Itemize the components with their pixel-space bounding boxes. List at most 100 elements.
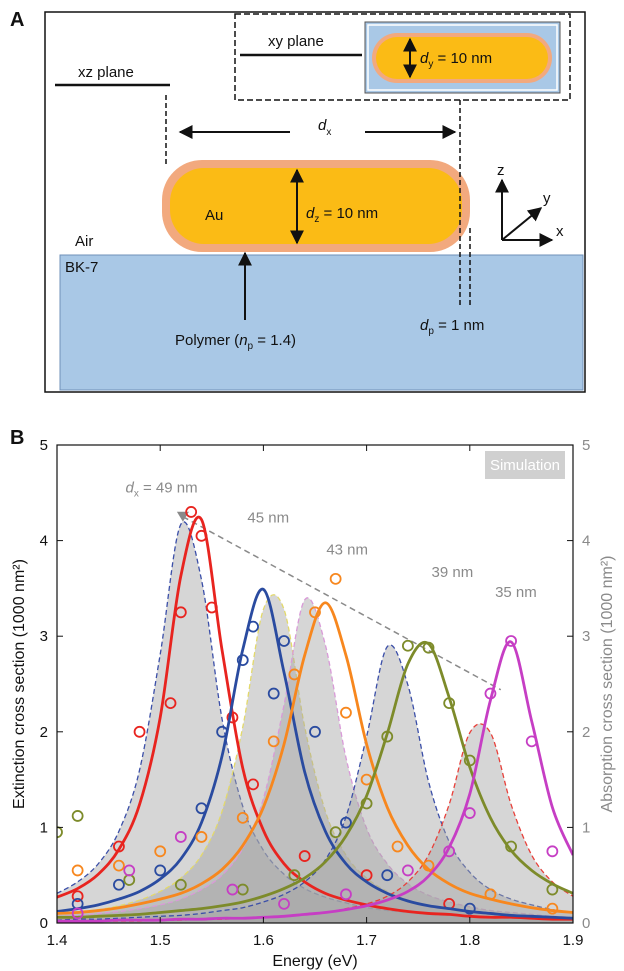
y2-tick-label: 5 [582,437,590,454]
guide-lines [165,95,471,305]
data-point [381,730,394,743]
series-label: dx = 49 nm [125,480,197,500]
dy-symbol: d [420,50,429,67]
data-point [484,687,497,700]
label-name: 39 nm [432,564,474,581]
dp-label: dp = 1 nm [420,317,484,337]
data-point [113,859,125,872]
inset-box-inner [367,24,558,91]
substrate [59,254,584,391]
absorption-line [57,644,573,921]
data-point [309,606,321,619]
data-point [236,811,249,824]
label-name: 43 nm [326,542,368,559]
dz-sub: z [314,214,319,225]
data-point [71,810,84,822]
data-point [195,831,208,843]
badge: Simulation [490,457,560,474]
data-point [278,897,290,910]
y2-tick-label: 1 [582,819,590,836]
polymer-symbol: n [239,332,247,349]
data-point [329,572,342,585]
polymer-label: Polymer (np = 1.4) [175,332,296,352]
data-point [443,845,456,858]
data-point [71,907,84,920]
data-point [463,807,476,819]
data-point [278,635,290,647]
data-point [113,840,125,853]
data-point [195,529,208,542]
data-point [71,864,84,877]
dz-text: = 10 nm [319,205,378,222]
data-point [484,888,497,901]
xz-plane-label: xz plane [78,64,134,81]
label-symbol: d [125,480,134,497]
data-point [205,601,218,614]
data-point [546,902,559,915]
y-tick-label: 3 [40,628,48,645]
label-sub: x [134,489,139,500]
label-eq: = [139,480,156,497]
dx-label: dx [318,117,331,138]
data-point [236,654,249,666]
dp-text: = 1 nm [434,317,484,334]
dp-sub: p [428,326,434,337]
dx-symbol: d [318,117,327,134]
plot-frame [56,444,574,924]
data-point [463,902,476,915]
panel-frame [44,11,586,393]
data-point [267,687,280,700]
data-point [174,606,187,619]
y-tick-label: 5 [40,437,48,454]
data-point [381,869,394,882]
data-point [340,888,352,901]
data-point [546,883,559,896]
data-point [195,802,208,815]
x-tick-label: 1.7 [356,932,377,949]
data-point [546,845,559,858]
coordinate-axes [495,178,554,247]
series-label: 35 nm [495,584,537,601]
data-point [288,668,301,681]
fit-line [57,515,573,921]
fit-line [57,641,573,919]
x-tick-label: 1.4 [47,932,68,949]
data-point [298,850,311,862]
inset-frame [234,13,571,101]
guide-line [182,516,502,691]
substrate-label: BK-7 [65,259,98,276]
y2-axis-title: Absorption cross section (1000 nm²) [599,556,616,813]
x-axis-title: Energy (eV) [272,953,357,970]
absorption-line [57,597,573,918]
panel-a: A Au dz = 10 nm Air BK-7 Polymer (np = 1… [10,9,586,393]
y2-tick-label: 0 [582,915,590,932]
data-point [57,826,63,839]
data-point [309,725,321,738]
data-point [123,864,136,877]
axis-x: x [556,223,564,240]
data-point [247,778,259,791]
data-point [113,878,125,891]
data-point [391,840,404,853]
series-label: 45 nm [247,509,289,526]
panel-label: B [10,427,24,449]
data-point [247,620,259,633]
data-point [164,697,177,710]
data-point [288,869,301,882]
x-tick-label: 1.8 [459,932,480,949]
data-point [422,641,435,654]
polymer-sub: p [248,341,254,352]
absorption-area [57,723,573,923]
y-tick-label: 1 [40,819,48,836]
data-point [133,725,146,738]
absorption-area [57,597,573,923]
absorption-area [57,521,573,923]
data-point [505,840,517,853]
x-tick-label: 1.9 [563,932,584,949]
plot-area [57,506,573,923]
data-point [174,878,187,891]
data-point [443,697,456,710]
dz-symbol: d [306,205,315,222]
inset-rod [376,37,548,79]
